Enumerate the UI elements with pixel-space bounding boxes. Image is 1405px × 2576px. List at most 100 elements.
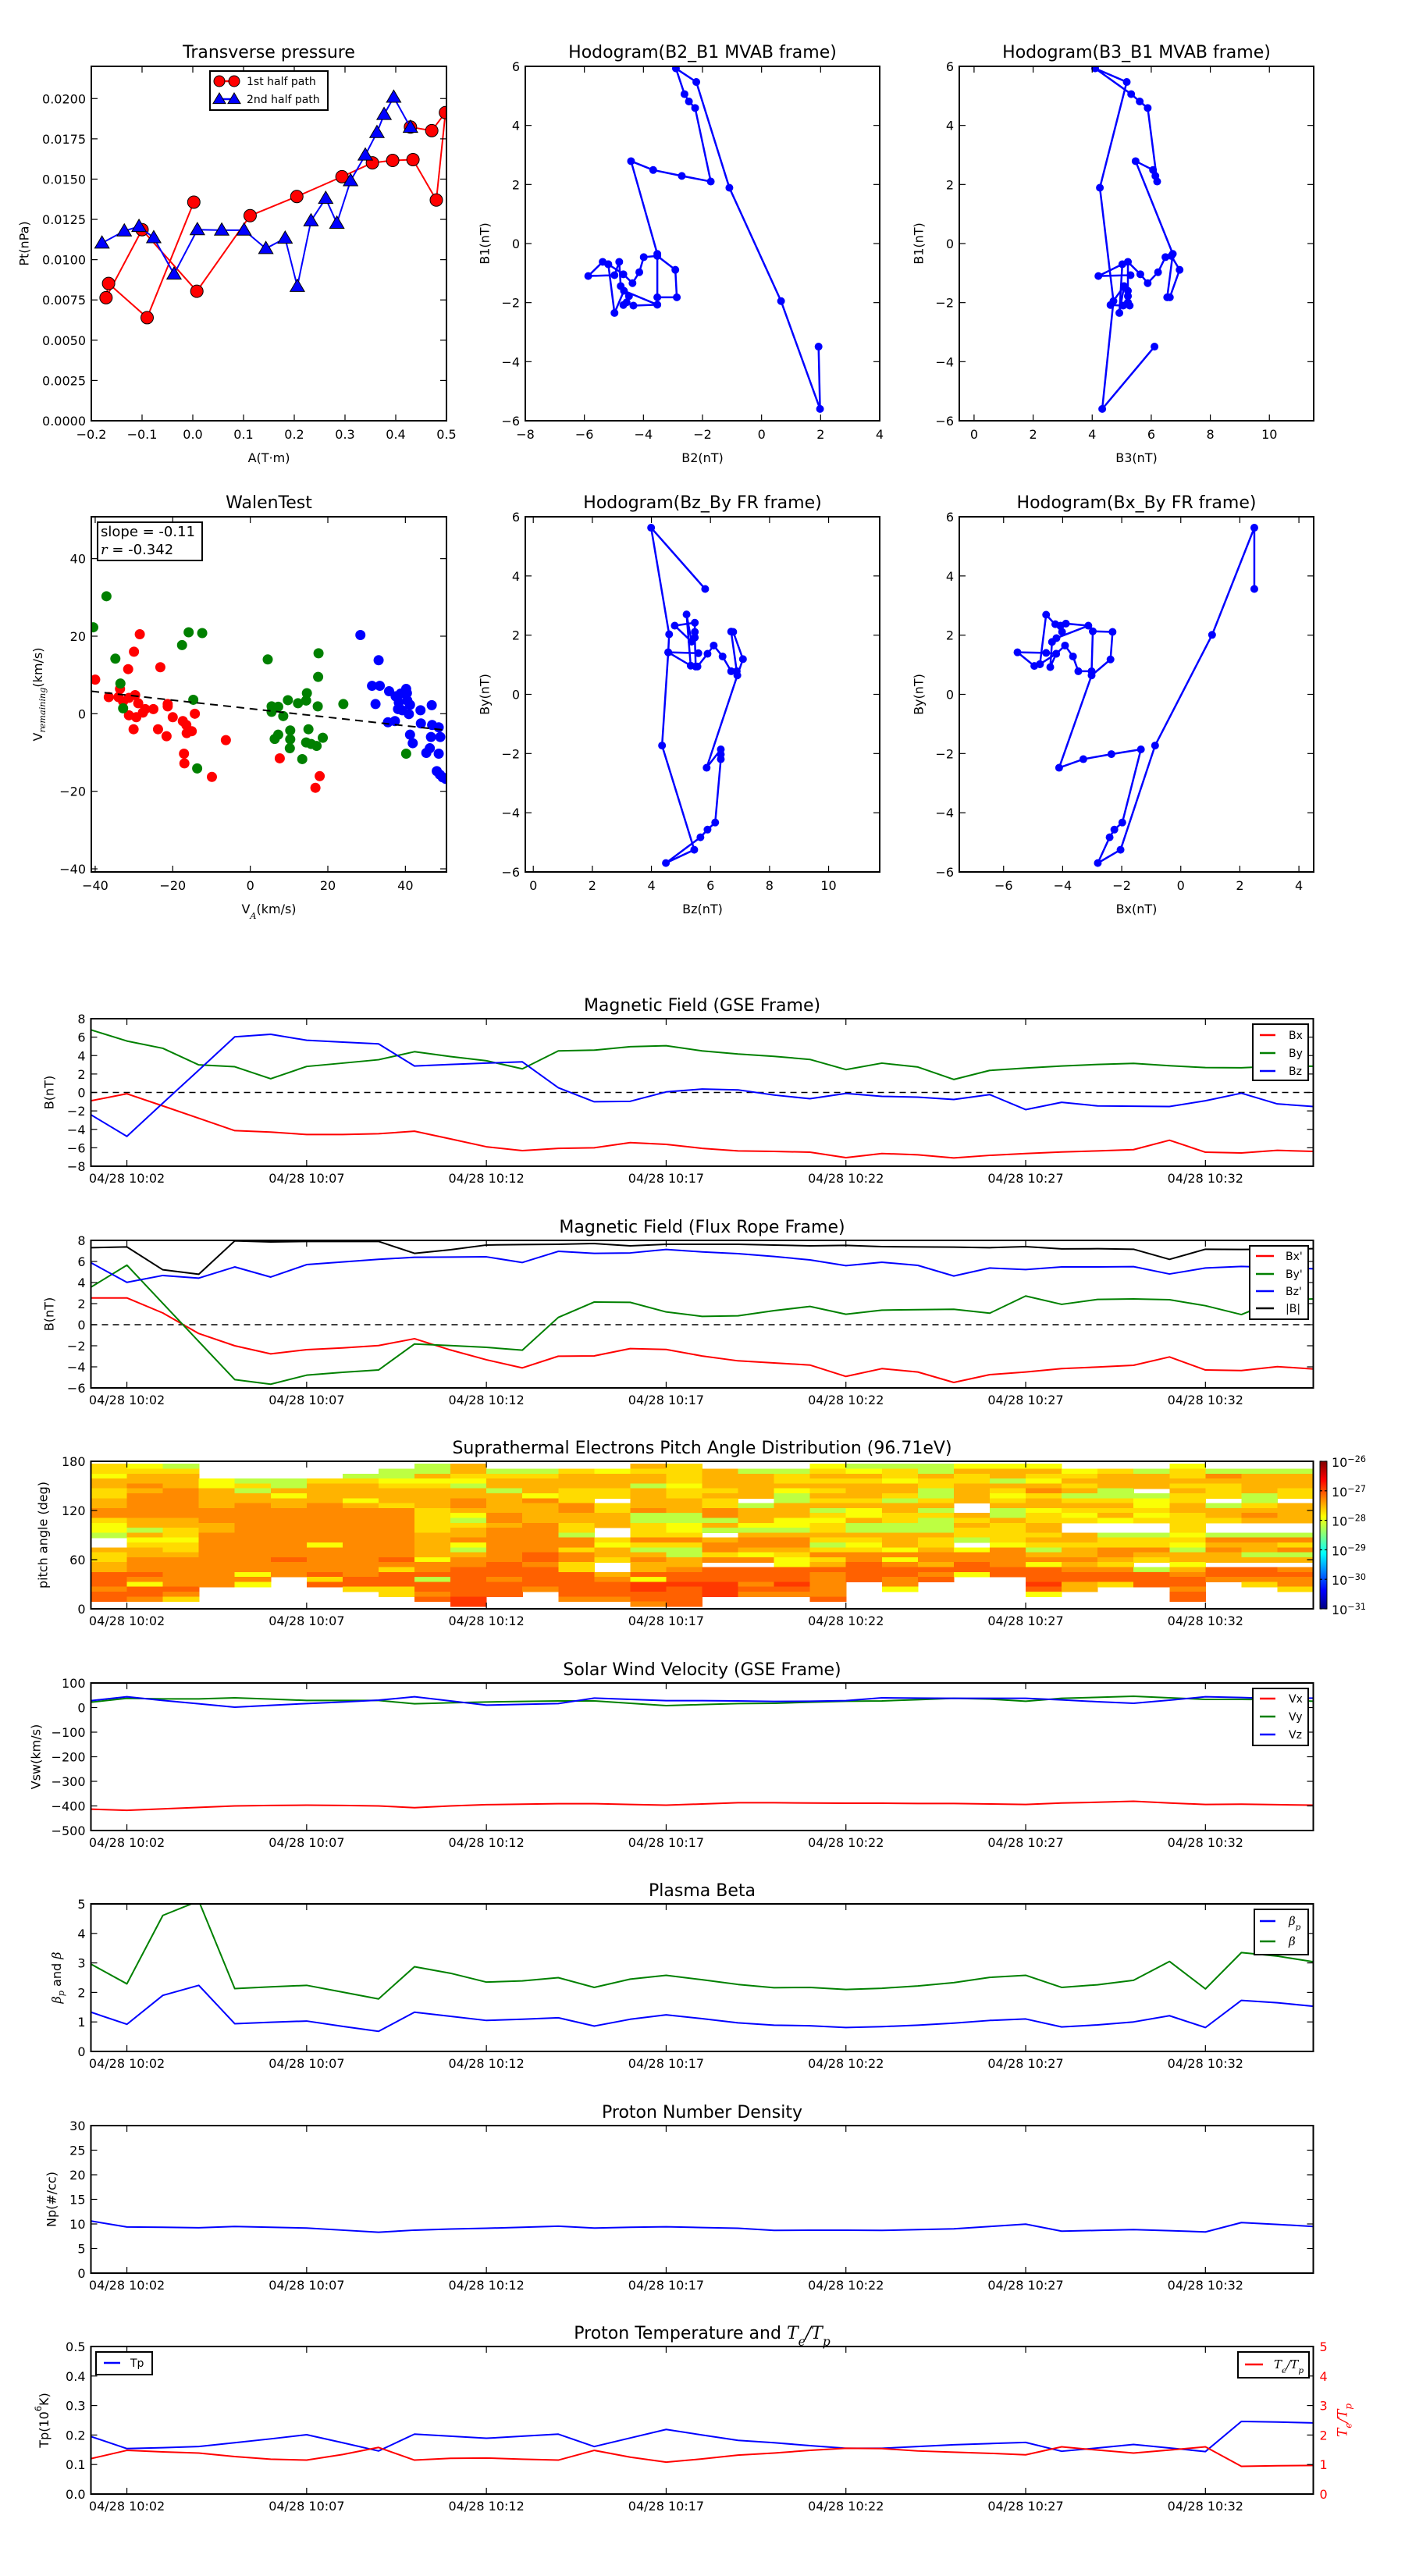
heatmap-cell	[270, 1542, 308, 1548]
heatmap-cell	[306, 1537, 343, 1543]
legend-entry: Tp	[104, 2357, 144, 2370]
heatmap-cell	[306, 1557, 343, 1563]
heatmap-cell	[486, 1567, 523, 1573]
heatmap-cell	[953, 1547, 991, 1553]
y-tick-label: 40	[70, 552, 86, 567]
heatmap-cell	[1241, 1503, 1279, 1509]
x-tick-label: 0	[758, 427, 766, 442]
heatmap-cell	[1205, 1542, 1242, 1548]
heatmap-cell	[1169, 1586, 1206, 1592]
y-tick-label: 0	[512, 237, 520, 251]
heatmap-cell	[1026, 1517, 1062, 1524]
data-point	[161, 731, 172, 742]
data-point	[1250, 524, 1258, 532]
data-point	[1094, 272, 1103, 280]
x-tick-label: 04/28 10:02	[89, 1171, 165, 1186]
x-tick-label: 0	[1177, 878, 1185, 893]
heatmap-cell	[1026, 1567, 1062, 1573]
heatmap-cell	[1205, 1473, 1242, 1479]
x-tick-label: 04/28 10:12	[448, 2278, 524, 2293]
annotation-text-part: r	[101, 542, 108, 558]
series-line-vx	[91, 1800, 1314, 1812]
x-tick-label: 2	[1029, 427, 1037, 442]
heatmap-cell	[522, 1582, 559, 1588]
heatmap-cell	[198, 1503, 236, 1509]
series-line-by	[91, 1264, 1314, 1386]
heatmap-cell	[234, 1507, 272, 1514]
heatmap-cell	[702, 1591, 739, 1597]
heatmap-cell	[486, 1571, 523, 1578]
heatmap-cell	[594, 1552, 631, 1558]
data-point	[402, 119, 418, 133]
heatmap-column	[666, 1464, 703, 1607]
heatmap-cell	[702, 1517, 739, 1524]
heatmap-cell	[630, 1557, 667, 1563]
heatmap-cell	[702, 1468, 739, 1475]
heatmap-cell	[270, 1567, 308, 1573]
heatmap-cell	[198, 1571, 236, 1578]
heatmap-cell	[486, 1552, 523, 1558]
heatmap-cell	[522, 1557, 559, 1563]
heatmap-cell	[1241, 1567, 1279, 1573]
heatmap-cell	[126, 1567, 164, 1573]
chart-magnetic-field-flux-rope: 04/28 10:02 04/28 10:07 04/28 10:12 04/28 1…	[42, 1218, 1314, 1407]
chart-title: Proton Number Density	[602, 2103, 802, 2122]
data-point	[703, 825, 712, 834]
x-tick-label: 04/28 10:22	[808, 2278, 884, 2293]
y-tick-label: 30	[69, 2119, 85, 2133]
data-point	[94, 235, 110, 249]
data-point	[727, 667, 735, 675]
y-tick-label-right: 5	[1320, 2339, 1328, 2354]
heatmap-cell	[738, 1528, 775, 1533]
heatmap-cell	[162, 1473, 200, 1479]
heatmap-cell	[1205, 1507, 1242, 1514]
legend: βpβ	[1254, 1909, 1309, 1955]
y-tick-label: 8	[77, 1012, 85, 1026]
heatmap-cell	[630, 1552, 667, 1558]
heatmap-cell	[1133, 1542, 1170, 1548]
heatmap-cell	[989, 1537, 1026, 1543]
data-point	[197, 628, 208, 639]
heatmap-cell	[162, 1562, 200, 1568]
data-point	[145, 229, 162, 244]
chart-title: WalenTest	[226, 493, 312, 513]
heatmap-cell	[989, 1468, 1026, 1475]
heatmap-cell	[989, 1571, 1026, 1578]
heatmap-cell	[774, 1537, 811, 1543]
plot-area	[91, 1695, 1314, 1812]
x-tick-label: −0.2	[76, 427, 107, 442]
heatmap-column	[1205, 1468, 1242, 1582]
heatmap-cell	[881, 1586, 919, 1592]
heatmap-cell	[630, 1507, 667, 1514]
heatmap-column	[414, 1464, 451, 1603]
legend-label: Bx'	[1286, 1251, 1303, 1263]
colorbar-tick-label: 10−27	[1332, 1483, 1366, 1500]
x-tick-label: −40	[82, 878, 108, 893]
heatmap-cell	[702, 1571, 739, 1578]
heatmap-cell	[414, 1507, 451, 1514]
heatmap-cell	[1097, 1488, 1134, 1494]
heatmap-cell	[881, 1557, 919, 1563]
x-axis-label: Bx(nT)	[1116, 902, 1158, 916]
data-point	[425, 731, 436, 742]
y-tick-label: −6	[501, 414, 520, 429]
heatmap-cell	[414, 1532, 451, 1539]
heatmap-cell	[881, 1493, 919, 1499]
colorbar-tick-label-part: −29	[1347, 1542, 1366, 1553]
x-tick-label: 04/28 10:02	[89, 1835, 165, 1850]
heatmap-cell	[845, 1528, 883, 1533]
x-tick-label: 04/28 10:17	[628, 1393, 704, 1407]
heatmap-cell	[917, 1517, 955, 1524]
heatmap-cell	[378, 1528, 415, 1533]
plot-area	[91, 1464, 1314, 1607]
heatmap-cell	[953, 1562, 991, 1568]
data-point	[375, 106, 393, 120]
data-point	[635, 268, 644, 276]
y-tick-label: 0	[512, 688, 520, 703]
colorbar-tick-label-part: 10	[1332, 1543, 1347, 1558]
data-point	[680, 90, 688, 98]
heatmap-cell	[702, 1586, 739, 1592]
heatmap-cell	[378, 1483, 415, 1489]
y-tick-label: 4	[512, 119, 520, 133]
data-point	[1105, 833, 1114, 841]
